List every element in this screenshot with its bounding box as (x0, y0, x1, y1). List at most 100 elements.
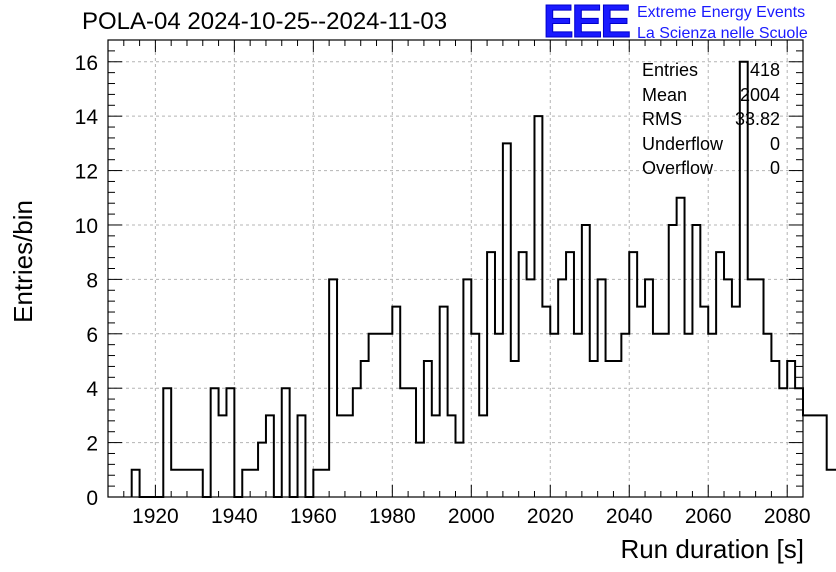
y-tick-label: 8 (86, 269, 98, 292)
y-tick-label: 10 (75, 215, 98, 238)
histogram-bin (653, 334, 661, 497)
histogram-bin (440, 307, 448, 497)
histogram-bin (787, 361, 795, 497)
stats-row-rms: RMS 33.82 (642, 107, 780, 132)
histogram-bin (250, 470, 258, 497)
stats-value: 0 (769, 133, 780, 154)
histogram-bin (163, 388, 171, 497)
histogram-bin (495, 334, 503, 497)
chart-title: POLA-04 2024-10-25--2024-11-03 (82, 8, 448, 35)
axis-ticks (107, 39, 804, 498)
stats-box: Entries 418 Mean 2004 RMS 33.82 Underflo… (642, 58, 780, 181)
histogram-bin (369, 334, 377, 497)
histogram-bin (550, 334, 558, 497)
histogram-bin (771, 361, 779, 497)
histogram-bin (345, 415, 353, 497)
x-tick-label: 2040 (606, 505, 653, 528)
histogram-bin (463, 279, 471, 497)
histogram-bin (803, 415, 811, 497)
histogram-bin (179, 470, 187, 497)
histogram-bin (764, 334, 772, 497)
eee-logo: EEE (542, 0, 631, 47)
stats-label: Underflow (642, 133, 724, 154)
histogram-bin (606, 361, 614, 497)
histogram-bin (756, 279, 764, 497)
histogram-bin (700, 307, 708, 497)
stats-label: Entries (642, 60, 699, 80)
y-tick-label: 6 (86, 324, 98, 347)
y-tick-label: 0 (86, 487, 98, 510)
histogram-bin (511, 361, 519, 497)
histogram-bin (171, 470, 179, 497)
histogram-bin (827, 470, 835, 497)
stats-row-entries: Entries 418 (642, 58, 780, 83)
histogram-bin (392, 307, 400, 497)
histogram-bin (408, 388, 416, 497)
stats-label: Overflow (642, 158, 714, 178)
histogram-bin (811, 415, 819, 497)
y-tick-label: 4 (86, 378, 98, 401)
axis-tick-labels: 1920 1940 1960 1980 2000 2020 2040 2060 2080 0 2 4 6… (75, 52, 811, 528)
histogram-bin (479, 415, 487, 497)
histogram-bin (558, 279, 566, 497)
stats-row-mean: Mean 2004 (642, 83, 780, 108)
histogram-bin (621, 334, 629, 497)
x-tick-label: 2080 (764, 505, 811, 528)
histogram-bin (487, 252, 495, 497)
histogram-bin (724, 279, 732, 497)
histogram-bin (471, 334, 479, 497)
histogram-bin (282, 388, 290, 497)
histogram-bin (582, 225, 590, 497)
histogram-bin (708, 334, 716, 497)
histogram-bin (353, 388, 361, 497)
histogram-bin (669, 225, 677, 497)
x-axis-label: Run duration [s] (620, 534, 804, 564)
x-tick-label: 2000 (448, 505, 495, 528)
stats-value: 418 (749, 60, 780, 80)
stats-label: Mean (642, 84, 688, 105)
histogram-bin (448, 415, 456, 497)
histogram-bin (416, 443, 424, 497)
histogram-bin (677, 198, 685, 497)
histogram-bin (542, 307, 550, 497)
histogram-bin (779, 388, 787, 497)
histogram-bin (692, 225, 700, 497)
stats-row-overflow: Overflow 0 (642, 156, 780, 181)
logo-line-1: Extreme Energy Events (637, 4, 806, 21)
histogram-bin (187, 470, 195, 497)
histogram-bin (519, 252, 527, 497)
y-axis-label: Entries/bin (8, 200, 38, 323)
histogram-bin (637, 307, 645, 497)
histogram-bin (574, 334, 582, 497)
histogram-bin (716, 252, 724, 497)
histogram-outline (130, 60, 836, 498)
histogram-bin (613, 361, 621, 497)
x-tick-label: 2060 (685, 505, 732, 528)
histogram-bin (590, 361, 598, 497)
x-tick-label: 1940 (211, 505, 258, 528)
logo-line-2: La Scienza nelle Scuole (637, 25, 808, 42)
histogram-bin (661, 334, 669, 497)
histogram-bin (566, 252, 574, 497)
histogram-bin (424, 361, 432, 497)
histogram-bin (748, 279, 756, 497)
y-tick-label: 2 (86, 433, 98, 456)
histogram-bin (258, 443, 266, 497)
histogram-bin (819, 415, 827, 497)
histogram-bin (456, 443, 464, 497)
histogram-bin (503, 143, 511, 497)
histogram-bin (534, 116, 542, 497)
histogram-bin (337, 415, 345, 497)
histogram-bars (130, 60, 836, 498)
histogram-bin (219, 415, 227, 497)
x-tick-label: 1920 (132, 505, 179, 528)
histogram-bin (211, 388, 219, 497)
histogram-bin (377, 334, 385, 497)
histogram-bin (645, 279, 653, 497)
histogram-bin (598, 279, 606, 497)
stats-label: RMS (642, 109, 682, 129)
histogram-bin (629, 252, 637, 497)
stats-value: 33.82 (734, 109, 780, 129)
histogram-bin (527, 279, 535, 497)
